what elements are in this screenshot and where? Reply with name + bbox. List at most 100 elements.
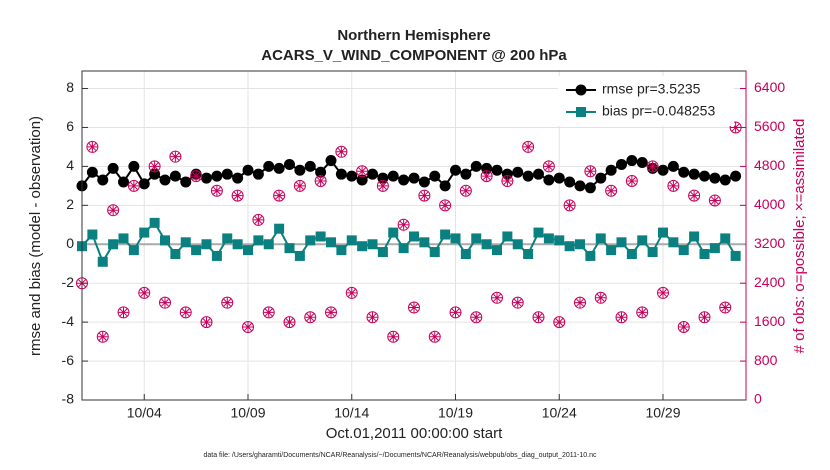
y2-tick-label: 5600	[754, 118, 785, 134]
point	[554, 317, 565, 328]
point	[222, 233, 233, 244]
point	[201, 172, 212, 184]
point	[595, 292, 606, 303]
point	[346, 235, 357, 246]
point	[336, 146, 347, 157]
point	[127, 179, 140, 192]
point	[439, 199, 452, 212]
point	[418, 189, 431, 202]
point	[201, 317, 212, 328]
point	[221, 168, 233, 180]
point	[698, 311, 711, 324]
point	[574, 296, 586, 309]
point	[149, 161, 160, 172]
point	[699, 312, 710, 323]
point	[678, 245, 689, 256]
point	[336, 245, 347, 256]
point	[471, 312, 482, 323]
point	[159, 174, 171, 186]
chart-subtitle: ACARS_V_WIND_COMPONENT @ 200 hPa	[261, 47, 567, 64]
point	[222, 297, 233, 308]
point	[688, 189, 701, 202]
y-tick-label: -2	[62, 274, 75, 290]
point	[107, 162, 119, 174]
point	[180, 176, 192, 188]
point	[128, 245, 139, 256]
point	[242, 164, 254, 176]
x-tick-label: 10/29	[645, 405, 680, 421]
point	[335, 168, 347, 180]
point	[480, 170, 493, 183]
point	[273, 162, 285, 174]
point	[543, 161, 554, 172]
point	[138, 286, 151, 299]
point	[210, 184, 223, 197]
point	[243, 321, 253, 332]
point	[668, 180, 679, 191]
point	[366, 311, 379, 324]
point	[180, 307, 191, 318]
point	[606, 245, 617, 256]
point	[543, 233, 554, 244]
point	[315, 166, 327, 178]
point	[345, 286, 358, 299]
series-line	[81, 221, 737, 265]
point	[522, 170, 534, 182]
point	[512, 166, 524, 178]
point	[294, 180, 305, 191]
y2-tick-label: 3200	[754, 235, 785, 251]
point	[542, 160, 555, 173]
point	[221, 296, 234, 309]
point	[564, 200, 575, 211]
point	[730, 250, 741, 261]
point	[460, 168, 472, 180]
point	[647, 161, 658, 172]
point	[460, 185, 471, 196]
point	[574, 180, 586, 192]
point	[450, 233, 461, 244]
point	[387, 330, 400, 343]
point	[730, 170, 742, 182]
chart-title: Northern Hemisphere	[337, 27, 490, 44]
point	[419, 190, 430, 201]
point	[356, 174, 368, 186]
y2-tick-label: 2400	[754, 274, 785, 290]
legend-marker	[575, 84, 587, 96]
y-tick-label: -6	[62, 352, 75, 368]
point	[367, 239, 378, 250]
point	[512, 297, 523, 308]
point	[108, 239, 119, 250]
point	[699, 248, 710, 259]
point	[523, 141, 534, 152]
point	[408, 301, 420, 314]
point	[253, 235, 264, 246]
point	[575, 239, 585, 250]
point	[533, 312, 544, 323]
point	[533, 227, 544, 238]
y-tick-label: -8	[62, 391, 75, 407]
point	[377, 247, 388, 258]
point	[387, 170, 399, 182]
legend-label: bias pr=-0.048253	[602, 103, 715, 119]
point	[305, 312, 316, 323]
point	[658, 287, 668, 298]
point	[252, 168, 264, 180]
point	[325, 155, 337, 167]
point	[720, 233, 731, 244]
point	[678, 321, 689, 332]
point	[335, 145, 348, 158]
point	[108, 205, 119, 216]
point	[564, 176, 576, 188]
x-tick-label: 10/19	[438, 405, 473, 421]
point	[284, 317, 295, 328]
point	[625, 174, 638, 187]
point	[273, 189, 286, 202]
point	[492, 292, 502, 303]
point	[637, 235, 648, 246]
point	[97, 256, 108, 267]
point	[356, 165, 369, 178]
point	[688, 168, 700, 180]
point	[160, 235, 170, 246]
point	[626, 155, 638, 167]
